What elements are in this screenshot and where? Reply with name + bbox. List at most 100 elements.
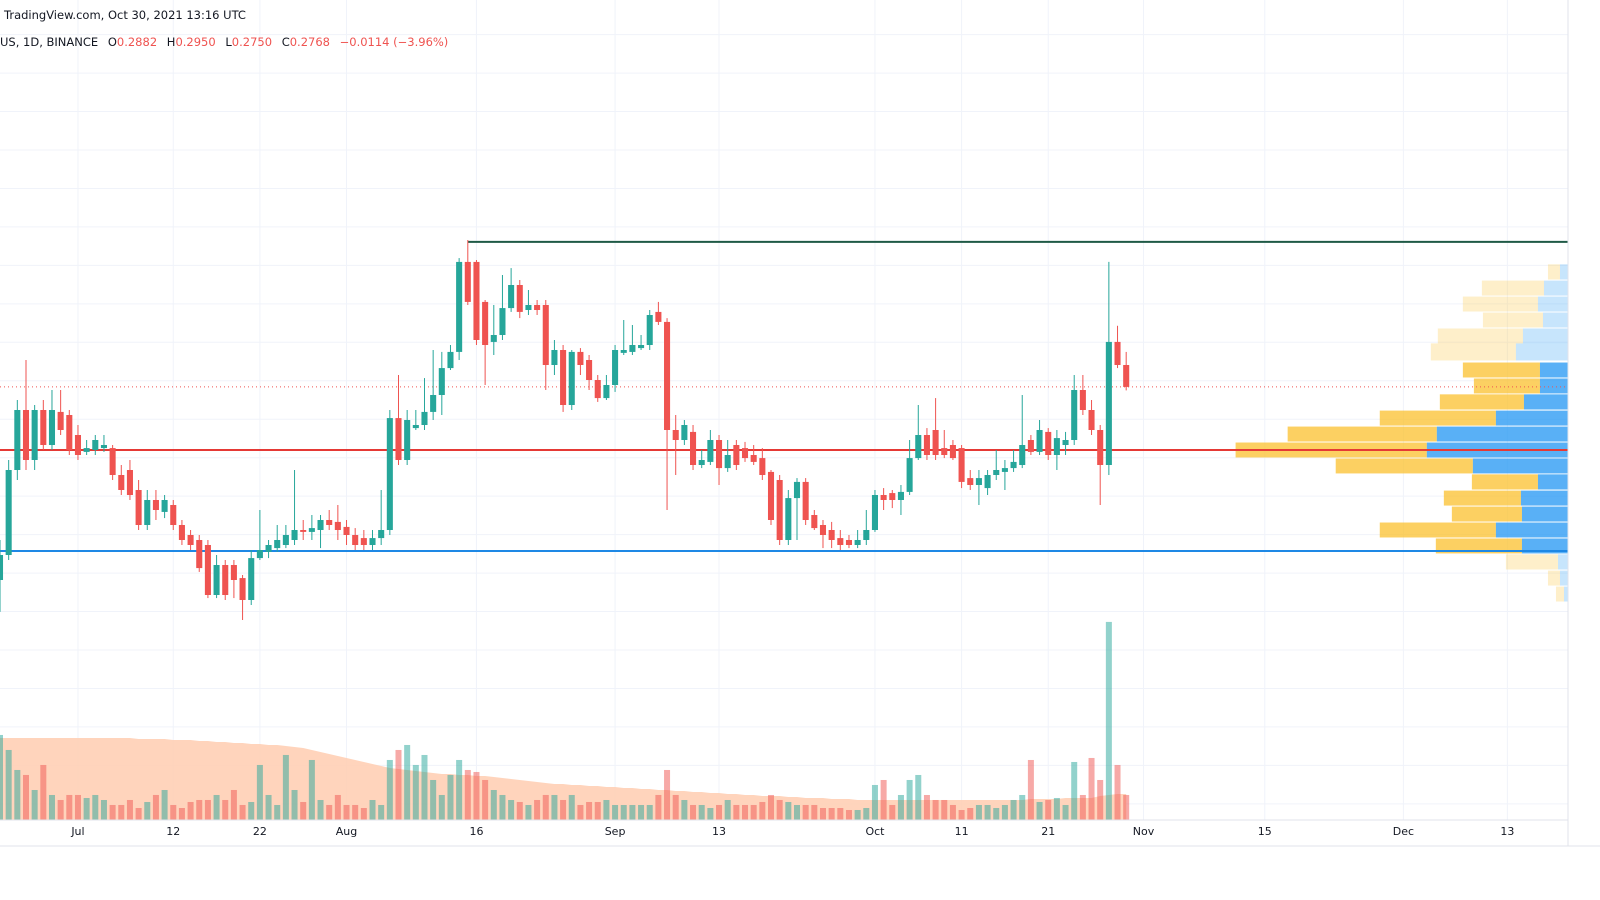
- ohlc-value: 0.2750: [231, 35, 273, 49]
- ohlc-name: L: [225, 35, 232, 49]
- profile-down: [1287, 426, 1437, 442]
- candle-body: [421, 411, 428, 425]
- candle-body: [464, 261, 471, 302]
- x-tick-label: 11: [955, 825, 969, 838]
- profile-up: [1559, 570, 1568, 586]
- candle-body: [490, 335, 497, 342]
- candle-body: [1114, 341, 1121, 365]
- volume-bar: [152, 794, 159, 820]
- volume-ma-area: [0, 737, 1127, 820]
- candle-body: [204, 545, 211, 595]
- candle-body: [594, 380, 601, 399]
- candle-body: [542, 305, 549, 365]
- volume-bar: [819, 807, 826, 820]
- x-tick-label: 13: [1500, 825, 1514, 838]
- candle-body: [672, 430, 679, 440]
- candle-body: [941, 448, 948, 455]
- volume-bar: [118, 804, 125, 820]
- volume-bar: [508, 799, 515, 820]
- candle-body: [612, 350, 619, 385]
- volume-bar: [516, 801, 523, 820]
- volume-bar: [785, 801, 792, 820]
- volume-bar: [742, 804, 749, 820]
- candle-body: [897, 491, 904, 500]
- volume-bar: [603, 799, 610, 820]
- volume-bar: [126, 799, 133, 820]
- profile-down: [1547, 570, 1560, 586]
- candle-body: [343, 526, 350, 535]
- candle-body: [776, 480, 783, 540]
- candle-body: [1071, 390, 1078, 440]
- volume-bar: [854, 809, 861, 820]
- candle-body: [906, 458, 913, 492]
- candle-body: [534, 305, 541, 310]
- candle-body: [222, 565, 229, 595]
- volume-bar: [66, 794, 73, 820]
- volume-bar: [716, 804, 723, 820]
- profile-down: [1379, 522, 1496, 538]
- volume-bar: [724, 799, 731, 820]
- candle-body: [265, 545, 272, 552]
- volume-bar: [932, 799, 939, 820]
- candle-body: [1045, 431, 1052, 455]
- candle-body: [274, 540, 281, 549]
- profile-up: [1521, 538, 1568, 554]
- candle-body: [248, 558, 255, 600]
- profile-up: [1539, 362, 1568, 378]
- candle-body: [603, 385, 610, 399]
- candle-body: [698, 460, 705, 465]
- candle-body: [187, 535, 194, 545]
- candle-body: [31, 410, 38, 460]
- profile-up: [1543, 280, 1568, 296]
- candle-body: [993, 470, 1000, 475]
- profile-up: [1521, 506, 1568, 522]
- x-tick-label: Sep: [605, 825, 626, 838]
- candle-body: [438, 368, 445, 395]
- volume-bar: [300, 801, 307, 820]
- ohlc-name: H: [166, 35, 176, 49]
- profile-down: [1437, 328, 1523, 344]
- candle-body: [1036, 430, 1043, 452]
- volume-bar: [568, 794, 575, 820]
- profile-down: [1451, 506, 1522, 522]
- volume-bar: [196, 799, 203, 820]
- volume-bar: [594, 801, 601, 820]
- candle-body: [767, 471, 775, 520]
- candle-body: [889, 493, 896, 500]
- x-tick-label: 21: [1041, 825, 1055, 838]
- candle-body: [577, 351, 584, 365]
- candle-body: [213, 565, 220, 595]
- candle-body: [793, 481, 801, 499]
- volume-bar: [265, 794, 272, 820]
- candle-body: [326, 520, 333, 525]
- profile-up: [1520, 490, 1568, 506]
- volume-bar: [1105, 621, 1112, 820]
- candle-body: [282, 535, 289, 545]
- volume-bar: [793, 804, 800, 820]
- candle-body: [100, 445, 107, 449]
- candle-body: [975, 478, 982, 485]
- candle-body: [317, 520, 324, 530]
- volume-bar: [1088, 757, 1095, 820]
- volume-bar: [897, 794, 904, 820]
- volume-bar: [811, 804, 818, 820]
- x-tick-label: 13: [712, 825, 726, 838]
- volume-bar: [993, 807, 1000, 820]
- volume-bar: [750, 804, 757, 820]
- candle-body: [92, 440, 99, 450]
- candle-body: [118, 475, 125, 490]
- candle-body: [949, 445, 956, 459]
- candle-body: [715, 440, 723, 469]
- candle-body: [551, 350, 558, 365]
- profile-down: [1471, 474, 1538, 490]
- volume-bar: [326, 804, 333, 820]
- candle-body: [690, 431, 697, 465]
- profile-down: [1547, 264, 1560, 280]
- volume-bar: [759, 801, 766, 820]
- volume-bar: [352, 804, 359, 820]
- profile-up: [1495, 522, 1568, 538]
- candle-body: [733, 445, 740, 465]
- volume-bar: [560, 799, 567, 820]
- ohlc-value: 0.2882: [116, 35, 158, 49]
